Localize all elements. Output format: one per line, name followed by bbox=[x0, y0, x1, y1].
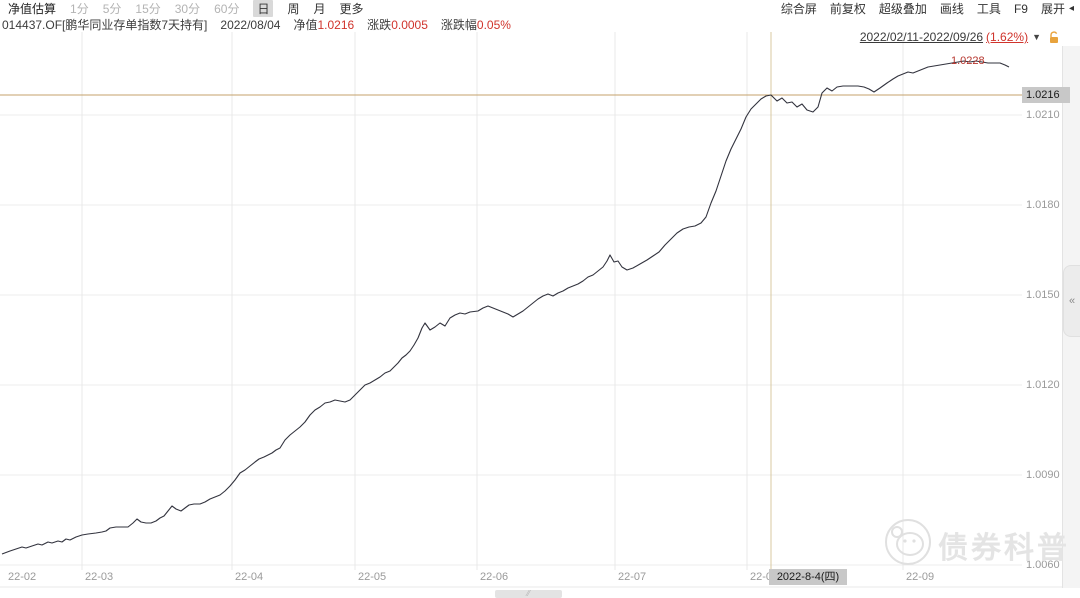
chevron-down-icon[interactable]: ▼ bbox=[1032, 32, 1041, 42]
current-value-badge: 1.0216 bbox=[1022, 87, 1070, 103]
x-axis-label: 22-03 bbox=[85, 571, 114, 583]
x-axis-label: 22-09 bbox=[906, 571, 935, 583]
interval-5min[interactable]: 5分 bbox=[102, 2, 122, 16]
y-axis-label: 1.0180 bbox=[1026, 199, 1060, 211]
y-axis-label: 1.0090 bbox=[1026, 469, 1060, 481]
interval-30min[interactable]: 30分 bbox=[174, 2, 201, 16]
panel-collapse-handle[interactable]: « bbox=[1063, 265, 1080, 337]
unlock-icon[interactable] bbox=[1048, 30, 1060, 44]
x-axis-label: 22-06 bbox=[480, 571, 509, 583]
toolbar-left: 净值估算 1分 5分 15分 30分 60分 日 周 月 更多 bbox=[8, 0, 364, 17]
f9-button[interactable]: F9 bbox=[1013, 1, 1028, 16]
nav-value: 1.0216 bbox=[317, 18, 355, 32]
interval-15min[interactable]: 15分 bbox=[135, 2, 161, 16]
date-range-text[interactable]: 2022/02/11-2022/09/26 bbox=[859, 30, 984, 44]
x-axis-label: 22-02 bbox=[8, 571, 37, 583]
peak-value-label: 1.0228 bbox=[951, 55, 985, 67]
expand-button[interactable]: 展开 bbox=[1040, 2, 1065, 16]
x-axis-label: 22-07 bbox=[618, 571, 647, 583]
fund-info-bar: 014437.OF[鹏华同业存单指数7天持有] 2022/08/04 净值1.0… bbox=[2, 16, 511, 33]
period-week-button[interactable]: 周 bbox=[287, 2, 300, 16]
y-axis-label: 1.0210 bbox=[1026, 109, 1060, 121]
fund-code-name: 014437.OF[鹏华同业存单指数7天持有] bbox=[2, 18, 208, 32]
period-more-button[interactable]: 更多 bbox=[339, 2, 364, 16]
composite-screen-button[interactable]: 综合屏 bbox=[780, 2, 817, 16]
quote-date: 2022/08/04 bbox=[220, 17, 281, 32]
y-axis-label: 1.0150 bbox=[1026, 289, 1060, 301]
collapse-left-icon[interactable]: ◂ bbox=[1068, 3, 1074, 14]
change-label: 涨跌 bbox=[367, 18, 392, 32]
tools-button[interactable]: 工具 bbox=[976, 2, 1001, 16]
toolbar-right: 综合屏 前复权 超级叠加 画线 工具 F9 展开 ◂ bbox=[780, 1, 1074, 17]
super-overlay-button[interactable]: 超级叠加 bbox=[878, 2, 927, 16]
page-title: 净值估算 bbox=[8, 2, 57, 16]
change-pct-value: 0.05% bbox=[476, 18, 511, 32]
x-axis-label: 22-05 bbox=[358, 571, 387, 583]
nav-field: 净值1.0216 bbox=[293, 16, 354, 33]
period-month-button[interactable]: 月 bbox=[313, 2, 326, 16]
date-range-selector[interactable]: 2022/02/11-2022/09/26 (1.62%) ▼ bbox=[860, 30, 1060, 44]
change-field: 涨跌0.0005 bbox=[367, 16, 428, 33]
crosshair-date-badge: 2022-8-4(四) bbox=[769, 569, 847, 585]
change-pct-label: 涨跌幅 bbox=[440, 18, 477, 32]
period-day-button[interactable]: 日 bbox=[253, 0, 274, 17]
nav-line-series bbox=[1, 60, 1010, 555]
interval-60min[interactable]: 60分 bbox=[214, 2, 240, 16]
draw-line-button[interactable]: 画线 bbox=[939, 2, 964, 16]
change-pct-field: 涨跌幅0.05% bbox=[441, 16, 511, 33]
date-range-return[interactable]: (1.62%) bbox=[986, 30, 1029, 44]
y-axis-label: 1.0120 bbox=[1026, 379, 1060, 391]
y-axis-label: 1.0060 bbox=[1026, 559, 1060, 571]
forward-adjust-button[interactable]: 前复权 bbox=[829, 2, 866, 16]
change-value: 0.0005 bbox=[391, 18, 428, 32]
interval-1min[interactable]: 1分 bbox=[70, 2, 89, 16]
nav-label: 净值 bbox=[293, 18, 318, 32]
x-axis-label: 22-04 bbox=[235, 571, 264, 583]
horizontal-scrollbar-thumb[interactable]: ⁄⁄ bbox=[495, 590, 562, 598]
